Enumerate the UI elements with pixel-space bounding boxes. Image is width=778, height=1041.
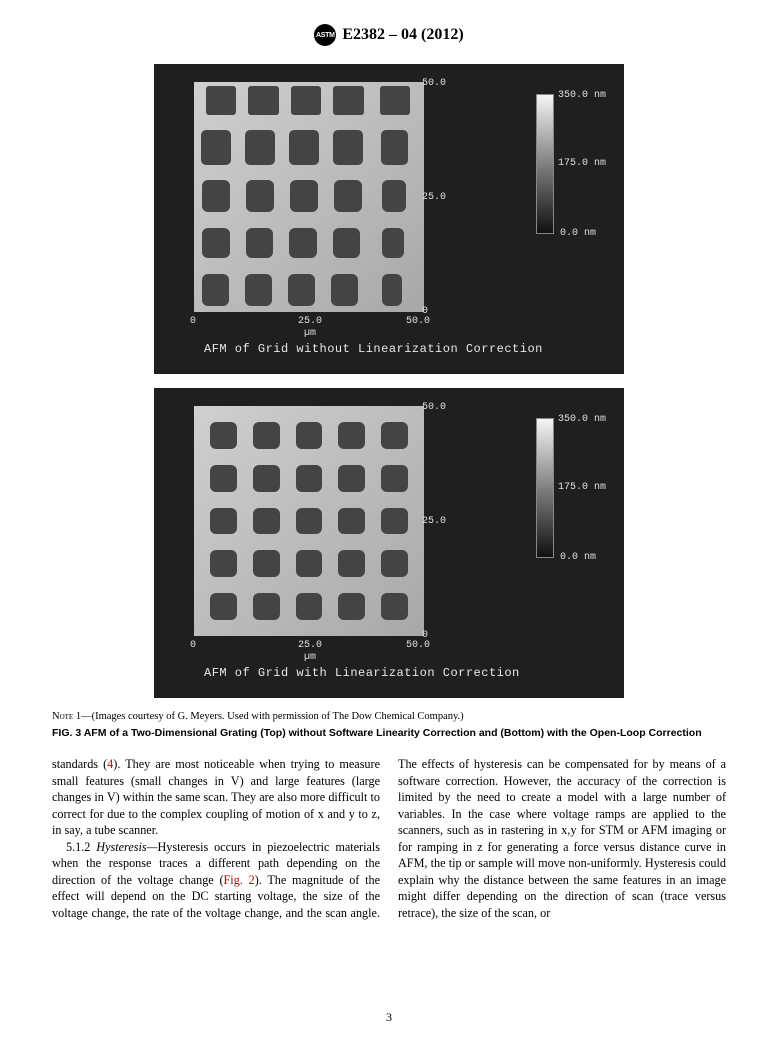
p1a: standards ( <box>52 757 107 771</box>
caption-text: AFM of a Two-Dimensional Grating (Top) w… <box>84 727 702 739</box>
astm-logo-icon: ASTM <box>314 24 336 46</box>
term-hysteresis: Hysteresis— <box>96 840 157 854</box>
colorbar-bottom <box>536 418 554 558</box>
axis-unit: µm <box>304 652 316 663</box>
axis-y-top: 50.0 <box>422 78 446 89</box>
figure-3: 50.0 25.0 0 0 25.0 50.0 µm 350.0 nm 175.… <box>52 64 726 698</box>
section-number: 5.1.2 <box>66 840 96 854</box>
panel-bottom-caption: AFM of Grid with Linearization Correctio… <box>204 666 520 680</box>
afm-scan-bottom <box>194 406 424 636</box>
note-label: Note 1— <box>52 711 92 722</box>
axis-x-mid: 25.0 <box>298 316 322 327</box>
document-header: ASTM E2382 – 04 (2012) <box>52 24 726 46</box>
cb-mid: 175.0 nm <box>558 158 606 169</box>
axis-y-top: 50.0 <box>422 402 446 413</box>
cb-top: 350.0 nm <box>558 414 606 425</box>
note-text: (Images courtesy of G. Meyers. Used with… <box>92 711 464 722</box>
afm-scan-top <box>194 82 424 312</box>
figure-note: Note 1—(Images courtesy of G. Meyers. Us… <box>52 710 726 724</box>
cb-top: 350.0 nm <box>558 90 606 101</box>
axis-y-mid: 25.0 <box>422 516 446 527</box>
axis-x-mid: 25.0 <box>298 640 322 651</box>
cb-bot: 0.0 nm <box>560 228 596 239</box>
figure-panel-top: 50.0 25.0 0 0 25.0 50.0 µm 350.0 nm 175.… <box>154 64 624 374</box>
axis-unit: µm <box>304 328 316 339</box>
axis-x-end: 50.0 <box>406 316 430 327</box>
body-text: standards (4). They are most noticeable … <box>52 756 726 921</box>
cb-bot: 0.0 nm <box>560 552 596 563</box>
figure-caption: FIG. 3 AFM of a Two-Dimensional Grating … <box>52 726 726 740</box>
page-number: 3 <box>0 1010 778 1025</box>
axis-x-0: 0 <box>190 640 196 651</box>
figure-panel-bottom: 50.0 25.0 0 0 25.0 50.0 µm 350.0 nm 175.… <box>154 388 624 698</box>
standard-designation: E2382 – 04 (2012) <box>342 26 463 44</box>
panel-top-caption: AFM of Grid without Linearization Correc… <box>204 342 543 356</box>
axis-x-0: 0 <box>190 316 196 327</box>
axis-x-end: 50.0 <box>406 640 430 651</box>
figure-2-link[interactable]: Fig. 2 <box>224 873 255 887</box>
axis-y-mid: 25.0 <box>422 192 446 203</box>
colorbar-top <box>536 94 554 234</box>
cb-mid: 175.0 nm <box>558 482 606 493</box>
paragraph-continued: standards (4). They are most noticeable … <box>52 756 380 838</box>
caption-label: FIG. 3 <box>52 727 84 739</box>
